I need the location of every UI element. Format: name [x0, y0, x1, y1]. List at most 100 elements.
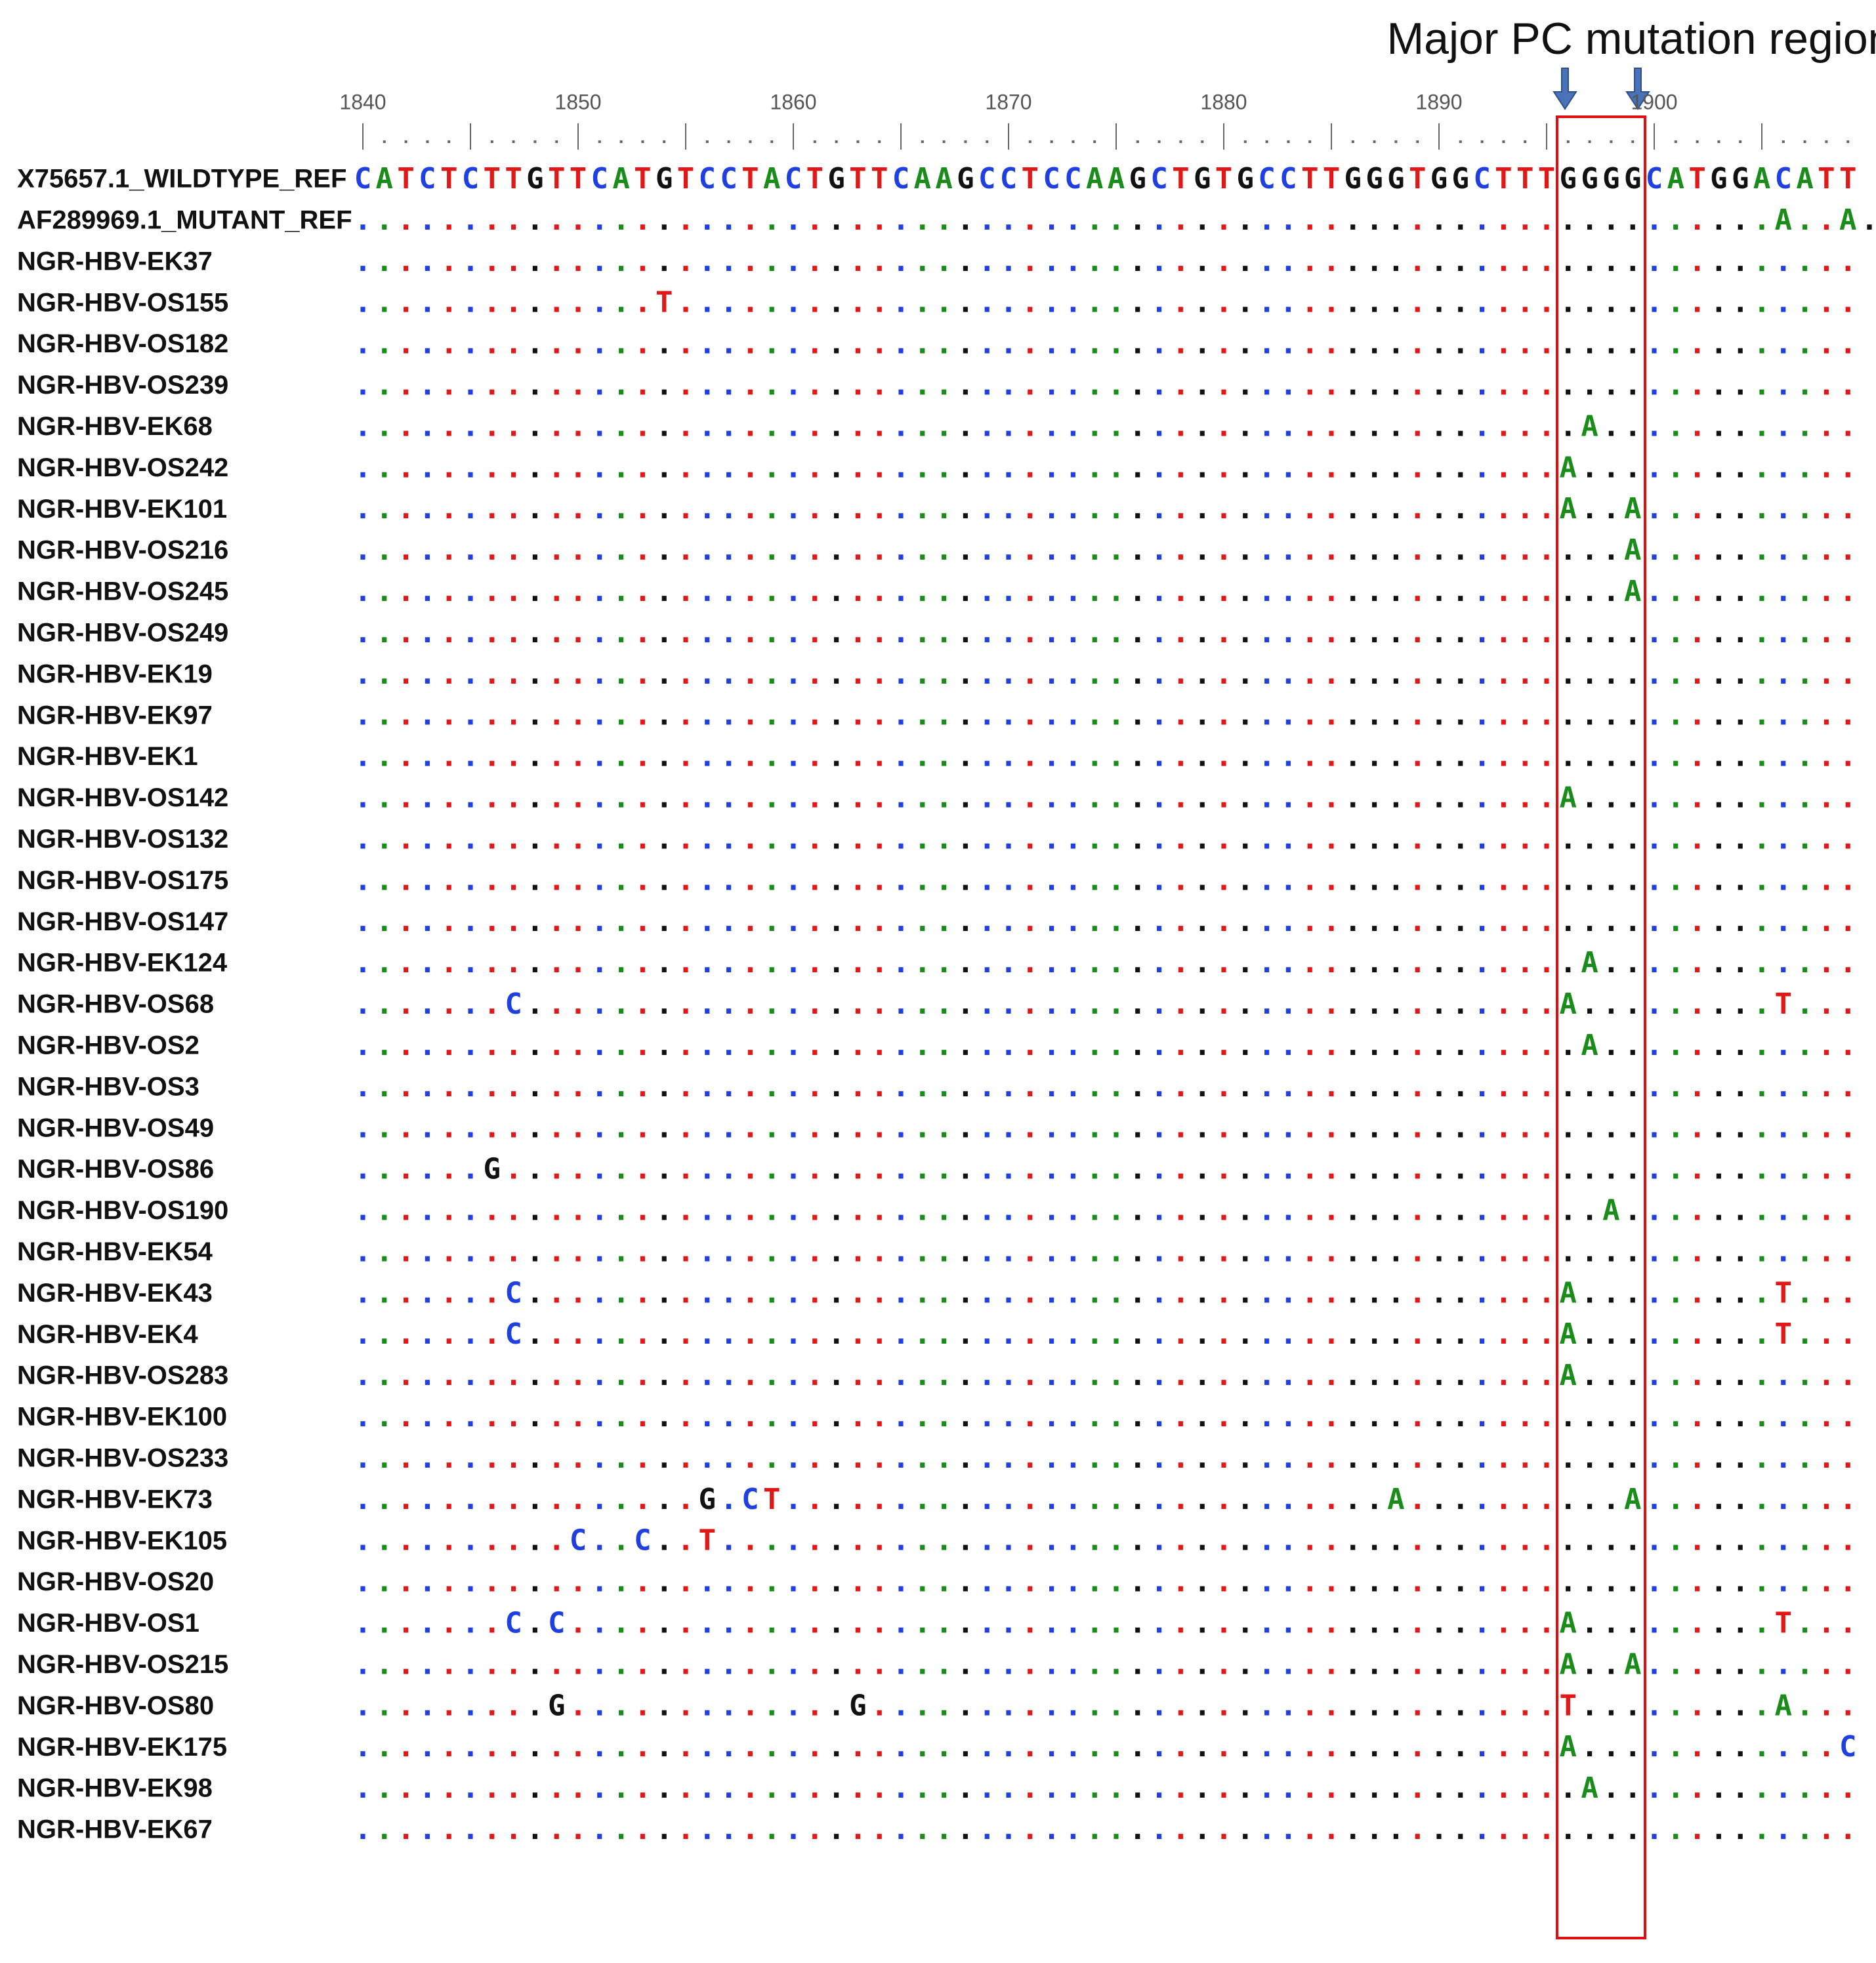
match-dot: . [354, 1359, 372, 1392]
match-dot: . [1473, 1111, 1491, 1145]
match-dot: . [871, 1359, 888, 1392]
match-dot: . [677, 1153, 695, 1186]
match-dot: . [1323, 203, 1341, 237]
match-dot: . [1194, 492, 1211, 526]
match-dot: . [1710, 1194, 1728, 1228]
match-dot: . [1022, 1194, 1039, 1228]
match-dot: . [1667, 1483, 1685, 1516]
match-dot: . [720, 987, 738, 1021]
match-dot: . [634, 1813, 652, 1846]
match-dot: . [1194, 203, 1211, 237]
match-dot: . [570, 1607, 587, 1640]
match-dot: . [1818, 1400, 1835, 1434]
match-dot: . [612, 1483, 630, 1516]
match-dot: . [1344, 245, 1362, 278]
match-dot: . [656, 822, 673, 856]
match-dot: . [957, 1276, 974, 1310]
match-dot: . [354, 575, 372, 608]
match-dot: . [1086, 1771, 1104, 1805]
base: A [1775, 1689, 1793, 1722]
match-dot: . [1280, 1647, 1297, 1681]
match-dot: . [548, 409, 566, 443]
match-dot: . [978, 1194, 996, 1228]
match-dot: . [1150, 1153, 1168, 1186]
match-dot: . [1108, 1111, 1125, 1145]
ruler-dot [1072, 140, 1075, 143]
match-dot: . [1796, 905, 1814, 938]
match-dot: . [548, 451, 566, 484]
match-dot: . [1172, 1400, 1190, 1434]
match-dot: . [849, 1607, 867, 1640]
match-dot: . [1667, 1235, 1685, 1268]
match-dot: . [914, 1813, 932, 1846]
match-dot: . [612, 740, 630, 774]
match-dot: . [1818, 1317, 1835, 1351]
match-dot: . [1753, 1029, 1771, 1062]
match-dot: . [1839, 369, 1857, 402]
match-dot: . [591, 1813, 609, 1846]
match-dot: . [1796, 1029, 1814, 1062]
match-dot: . [1086, 286, 1104, 320]
match-dot: . [1086, 1153, 1104, 1186]
match-dot: . [1258, 1029, 1276, 1062]
match-dot: . [1237, 575, 1255, 608]
match-dot: . [1775, 905, 1793, 938]
match-dot: . [462, 286, 480, 320]
match-dot: . [505, 1235, 522, 1268]
match-dot: . [763, 1153, 781, 1186]
match-dot: . [1129, 1483, 1147, 1516]
match-dot: . [1172, 1153, 1190, 1186]
match-dot: . [1323, 699, 1341, 732]
ruler-dot [663, 140, 666, 143]
match-dot: . [505, 1730, 522, 1764]
match-dot: . [1646, 1771, 1663, 1805]
match-dot: . [1022, 409, 1039, 443]
match-dot: . [1043, 1070, 1060, 1104]
match-dot: . [935, 369, 953, 402]
match-dot: . [1688, 1359, 1706, 1392]
ruler-label: 1880 [1200, 90, 1247, 114]
match-dot: . [1839, 1400, 1857, 1434]
ruler-dot [1717, 140, 1720, 143]
match-dot: . [849, 1194, 867, 1228]
match-dot: . [1215, 740, 1233, 774]
match-dot: . [1280, 1359, 1297, 1392]
match-dot: . [1538, 409, 1556, 443]
match-dot: . [612, 905, 630, 938]
match-dot: . [871, 369, 888, 402]
match-dot: . [354, 451, 372, 484]
match-dot: . [1710, 1400, 1728, 1434]
sequence-name: NGR-HBV-OS215 [17, 1650, 228, 1679]
match-dot: . [462, 1647, 480, 1681]
match-dot: . [978, 409, 996, 443]
ruler-dot [1480, 140, 1484, 143]
base: G [1194, 162, 1211, 196]
match-dot: . [1387, 1276, 1405, 1310]
match-dot: . [892, 657, 910, 691]
match-dot: . [1452, 286, 1470, 320]
match-dot: . [354, 1441, 372, 1475]
match-dot: . [1732, 575, 1749, 608]
match-dot: . [935, 1317, 953, 1351]
match-dot: . [1344, 203, 1362, 237]
match-dot: . [1237, 203, 1255, 237]
match-dot: . [1581, 1689, 1598, 1722]
match-dot: . [914, 1276, 932, 1310]
match-dot: . [1430, 1400, 1448, 1434]
match-dot: . [1280, 451, 1297, 484]
match-dot: . [1452, 1771, 1470, 1805]
match-dot: . [1258, 1524, 1276, 1558]
match-dot: . [1301, 1813, 1319, 1846]
match-dot: . [656, 699, 673, 732]
match-dot: . [1538, 1647, 1556, 1681]
match-dot: . [505, 740, 522, 774]
match-dot: . [1624, 699, 1642, 732]
base: T [1022, 162, 1039, 196]
match-dot: . [785, 1441, 803, 1475]
match-dot: . [1064, 699, 1082, 732]
match-dot: . [1646, 1813, 1663, 1846]
match-dot: . [1495, 1524, 1512, 1558]
match-dot: . [1365, 1070, 1383, 1104]
match-dot: . [914, 1359, 932, 1392]
match-dot: . [1301, 987, 1319, 1021]
